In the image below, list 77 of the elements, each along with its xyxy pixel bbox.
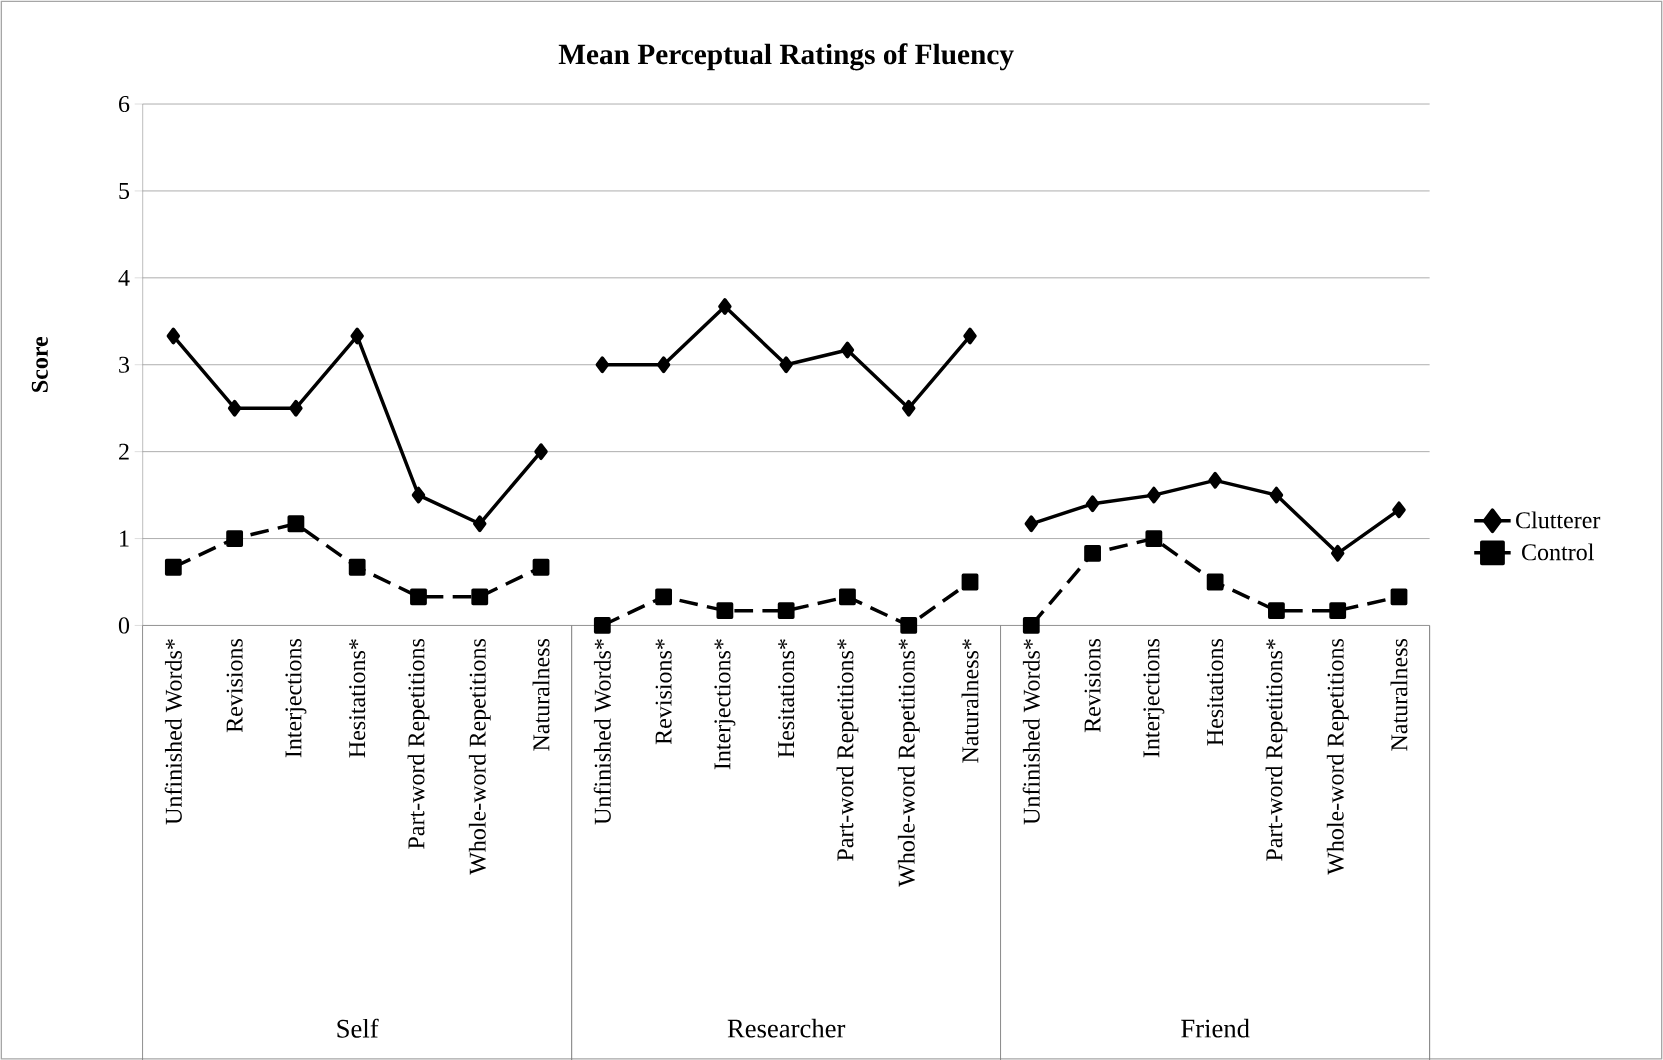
point — [779, 356, 793, 374]
point — [1145, 530, 1163, 547]
x-tick-label: Revisions — [1084, 638, 1101, 733]
point — [226, 530, 244, 547]
point — [777, 602, 795, 619]
x-tick-label: Whole-word Repetitions — [468, 638, 491, 875]
point — [963, 327, 977, 345]
point — [410, 588, 427, 606]
point — [593, 616, 611, 634]
x-tick-label: Unfinished Words* — [1022, 639, 1040, 825]
text: Researcher — [727, 1018, 846, 1038]
x-tick-label: Whole-word Repetitions — [1326, 638, 1349, 875]
point — [1022, 616, 1040, 634]
y-tick-label: 3 — [119, 356, 130, 373]
point — [1085, 495, 1100, 513]
x-tick-label: Hesitations — [1207, 638, 1224, 746]
point — [718, 298, 732, 315]
point — [534, 443, 548, 460]
y-tick-label: 2 — [119, 443, 129, 460]
chart-title: Mean Perceptual Ratings of Fluency — [558, 43, 1014, 71]
point — [1330, 544, 1345, 562]
point — [656, 356, 671, 374]
x-tick-label: Unfinished Words* — [593, 639, 611, 825]
point — [1024, 515, 1039, 533]
point — [840, 341, 855, 359]
point — [473, 515, 487, 533]
x-tick-label: Part-word Repetitions* — [836, 639, 859, 861]
point — [595, 356, 610, 374]
y-tick-label: 5 — [119, 182, 130, 199]
point — [348, 558, 366, 576]
point — [289, 399, 303, 417]
point — [839, 588, 856, 606]
x-tick-label: Interjections — [285, 638, 307, 758]
point — [227, 399, 242, 417]
x-tick-label: Naturalness — [1390, 638, 1408, 751]
point — [1329, 602, 1347, 619]
point — [901, 399, 916, 417]
legend-label: Control — [1522, 543, 1594, 561]
point — [716, 602, 734, 619]
point — [166, 327, 181, 345]
x-tick-label: Part-word Repetitions — [407, 638, 430, 849]
x-tick-label: Revisions — [226, 638, 243, 733]
y-tick-label: 0 — [118, 617, 130, 634]
y-tick-label: 4 — [118, 269, 130, 286]
point — [1269, 486, 1284, 504]
point — [1084, 544, 1101, 562]
x-tick-label: Interjections* — [714, 639, 736, 770]
point — [1208, 471, 1222, 489]
point — [1268, 602, 1285, 619]
point — [532, 558, 550, 576]
x-tick-label: Part-word Repetitions* — [1265, 639, 1288, 861]
x-tick-label: Hesitations* — [349, 639, 366, 758]
x-tick-label: Whole-word Repetitions* — [897, 639, 920, 887]
point — [900, 616, 918, 634]
legend-label: Clutterer — [1516, 511, 1601, 529]
point — [350, 327, 364, 345]
x-tick-label: Hesitations* — [778, 639, 795, 758]
x-tick-label: Unfinished Words* — [164, 639, 182, 825]
text: Friend — [1181, 1018, 1250, 1038]
point — [1392, 501, 1406, 519]
point — [1390, 588, 1408, 606]
point — [411, 486, 426, 504]
x-tick-label: Interjections — [1143, 638, 1165, 758]
point — [961, 573, 979, 591]
y-axis-title: Score — [31, 336, 48, 392]
x-tick-label: Naturalness* — [961, 639, 979, 763]
point — [164, 558, 182, 576]
y-tick-label: 6 — [119, 95, 130, 112]
point — [655, 588, 673, 606]
y-tick-label: 1 — [120, 530, 129, 547]
text: Self — [337, 1018, 379, 1038]
point — [471, 588, 489, 606]
point — [1147, 486, 1161, 504]
x-tick-label: Revisions* — [655, 639, 672, 745]
point — [1206, 573, 1224, 591]
x-tick-label: Naturalness — [532, 638, 550, 751]
point — [287, 515, 305, 533]
